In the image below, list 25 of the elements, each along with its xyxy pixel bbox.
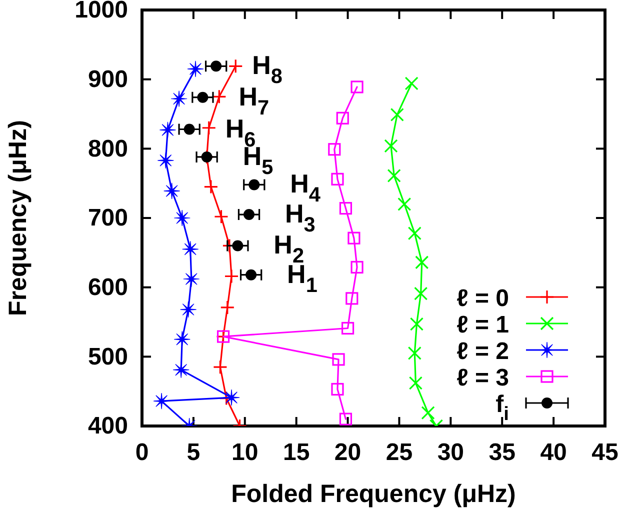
x-tick-label: 15: [282, 439, 310, 466]
x-tick-label: 20: [334, 439, 362, 466]
y-tick-label: 700: [88, 204, 128, 232]
y-tick-label: 600: [88, 274, 128, 302]
legend-label: ℓ = 3: [456, 364, 509, 392]
legend-label: ℓ = 0: [456, 285, 509, 312]
y-tick-label: 800: [88, 135, 128, 162]
y-tick-label: 500: [88, 343, 128, 370]
x-tick-label: 35: [488, 439, 516, 466]
x-tick-label: 5: [186, 439, 200, 466]
x-tick-label: 10: [232, 439, 258, 466]
x-tick-label: 25: [386, 439, 413, 466]
legend-label: f$_{i}$: [496, 391, 509, 426]
x-tick-label: 40: [540, 439, 567, 466]
y-tick-label: 900: [88, 66, 128, 94]
y-tick-label: 400: [88, 412, 128, 440]
y-tick-label: 1000: [74, 0, 128, 24]
x-axis-title: Folded Frequency (μHz): [231, 480, 516, 508]
x-tick-label: 0: [135, 439, 149, 466]
x-tick-label: 45: [592, 439, 618, 466]
y-axis-title: Frequency (μHz): [4, 120, 32, 316]
legend-label: ℓ = 1: [456, 312, 509, 338]
annotation: H$_{3}$: [285, 198, 316, 236]
legend-label: ℓ = 2: [456, 338, 509, 365]
x-tick-label: 30: [437, 439, 464, 466]
